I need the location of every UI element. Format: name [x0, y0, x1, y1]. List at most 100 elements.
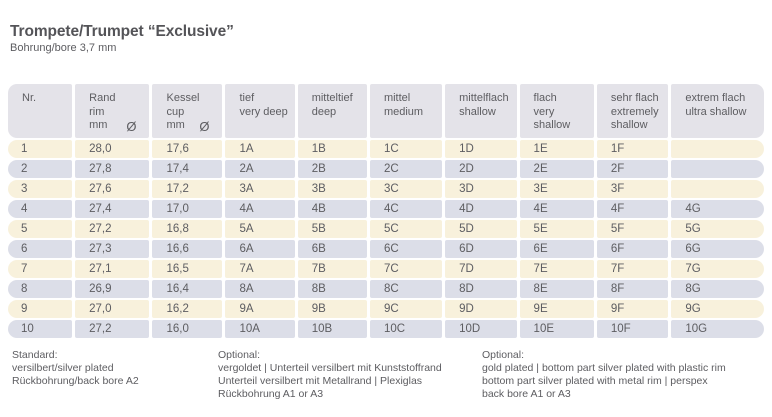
footnote-title: Standard: — [12, 349, 58, 361]
column-header-tief: tief very deep — [225, 84, 295, 138]
table-cell-rand: 27,2 — [75, 320, 150, 338]
table-cell-nr: 5 — [8, 220, 73, 238]
table-cell-mittel: 10C — [369, 320, 443, 338]
column-header-sehr-flach: sehr flach extremely shallow — [596, 84, 669, 138]
table-cell-mittel: 3C — [369, 180, 443, 198]
table-cell-kessel: 16,8 — [152, 220, 223, 238]
table-row: 1 28,0 17,6 1A 1B 1C 1D 1E 1F — [8, 140, 764, 158]
footnote-line: vergoldet | Unterteil versilbert mit Kun… — [218, 362, 442, 374]
table-cell-tief: 10A — [225, 320, 295, 338]
table-cell-mittelflach: 3D — [445, 180, 517, 198]
page-title: Trompete/Trumpet “Exclusive” — [10, 23, 234, 40]
column-header-mitteltief: mitteltief deep — [297, 84, 367, 138]
unit-label: mm — [89, 119, 108, 131]
table-row: 10 27,2 16,0 10A 10B 10C 10D 10E 10F 10G — [8, 320, 764, 338]
table-cell-mitteltief: 4B — [297, 200, 367, 218]
table-cell-rand: 28,0 — [75, 140, 150, 158]
column-header-kessel: Kessel cup mm Ø — [152, 84, 223, 138]
footnote-line: Unterteil versilbert mit Metallrand | Pl… — [218, 375, 423, 387]
table-cell-tief: 2A — [225, 160, 295, 178]
column-header-rand: Rand rim mm Ø — [75, 84, 150, 138]
column-header-line: tief — [239, 92, 255, 104]
table-cell-mittelflach: 8D — [445, 280, 517, 298]
table-cell-kessel: 16,4 — [152, 280, 223, 298]
column-header-line: mitteltief — [311, 92, 353, 104]
table-cell-mittel: 4C — [369, 200, 443, 218]
column-header-line: sehr flach — [610, 92, 659, 104]
footnote-optional-german: Optional: vergoldet | Unterteil versilbe… — [218, 349, 442, 401]
spec-table-body: 1 28,0 17,6 1A 1B 1C 1D 1E 1F 2 27,8 17,4 2A 2B 2C 2D 2E… — [8, 140, 764, 338]
table-cell-extrem-flach — [671, 180, 764, 198]
table-row: 2 27,8 17,4 2A 2B 2C 2D 2E 2F — [8, 160, 764, 178]
table-cell-kessel: 17,2 — [152, 180, 223, 198]
table-cell-rand: 27,3 — [75, 240, 150, 258]
table-cell-rand: 27,8 — [75, 160, 150, 178]
table-cell-sehr-flach: 2F — [596, 160, 669, 178]
column-header-extrem-flach: extrem flach ultra shallow — [671, 84, 764, 138]
table-cell-sehr-flach: 9F — [596, 300, 669, 318]
table-cell-extrem-flach: 7G — [671, 260, 764, 278]
table-row: 6 27,3 16,6 6A 6B 6C 6D 6E 6F 6G — [8, 240, 764, 258]
table-cell-sehr-flach: 5F — [596, 220, 669, 238]
table-cell-flach: 2E — [519, 160, 594, 178]
table-cell-extrem-flach: 4G — [671, 200, 764, 218]
table-row: 4 27,4 17,0 4A 4B 4C 4D 4E 4F 4G — [8, 200, 764, 218]
table-cell-mitteltief: 6B — [297, 240, 367, 258]
diameter-icon: Ø — [199, 118, 210, 134]
table-cell-rand: 26,9 — [75, 280, 150, 298]
table-cell-extrem-flach: 10G — [671, 320, 764, 338]
footnote-line: back bore A1 or A3 — [482, 388, 571, 400]
column-header-line: extremely — [610, 105, 659, 118]
table-cell-mittel: 2C — [369, 160, 443, 178]
table-cell-sehr-flach: 6F — [596, 240, 669, 258]
column-header-line: shallow — [459, 105, 496, 118]
column-header-line: very deep — [239, 105, 288, 118]
table-cell-tief: 4A — [225, 200, 295, 218]
column-header-line: rim — [89, 105, 105, 118]
column-header-line: shallow — [610, 119, 648, 131]
table-cell-kessel: 16,6 — [152, 240, 223, 258]
column-header-line: ultra shallow — [685, 105, 747, 118]
table-cell-sehr-flach: 7F — [596, 260, 669, 278]
footnote-title: Optional: — [482, 349, 525, 361]
table-cell-extrem-flach: 8G — [671, 280, 764, 298]
table-cell-flach: 5E — [519, 220, 594, 238]
table-cell-mitteltief: 7B — [297, 260, 367, 278]
table-cell-tief: 9A — [225, 300, 295, 318]
column-header-line: cup — [166, 105, 185, 118]
column-header-mittel: mittel medium — [369, 84, 443, 138]
table-cell-mittel: 5C — [369, 220, 443, 238]
column-header-line: mm Ø — [89, 119, 145, 133]
table-cell-mittelflach: 10D — [445, 320, 517, 338]
table-cell-rand: 27,2 — [75, 220, 150, 238]
column-header-line: extrem flach — [685, 92, 746, 104]
column-header-line: flach — [533, 92, 557, 104]
table-row: 8 26,9 16,4 8A 8B 8C 8D 8E 8F 8G — [8, 280, 764, 298]
column-header-line: very shallow — [533, 105, 571, 132]
table-cell-mitteltief: 1B — [297, 140, 367, 158]
table-cell-kessel: 17,0 — [152, 200, 223, 218]
table-row: 5 27,2 16,8 5A 5B 5C 5D 5E 5F 5G — [8, 220, 764, 238]
column-header-line: deep — [311, 105, 337, 118]
table-cell-mitteltief: 8B — [297, 280, 367, 298]
table-cell-nr: 10 — [8, 320, 73, 338]
table-cell-mittelflach: 7D — [445, 260, 517, 278]
column-header-line: mm Ø — [166, 119, 218, 133]
footnote-line: Rückbohrung A1 or A3 — [218, 388, 324, 400]
table-cell-extrem-flach: 9G — [671, 300, 764, 318]
column-header-line: mittel — [383, 92, 411, 104]
table-cell-tief: 7A — [225, 260, 295, 278]
table-cell-rand: 27,0 — [75, 300, 150, 318]
table-cell-kessel: 16,0 — [152, 320, 223, 338]
table-cell-nr: 2 — [8, 160, 73, 178]
column-header-line: mittelflach — [459, 92, 509, 104]
table-cell-tief: 6A — [225, 240, 295, 258]
table-cell-rand: 27,4 — [75, 200, 150, 218]
page-subtitle: Bohrung/bore 3,7 mm — [10, 42, 117, 54]
table-cell-mittelflach: 5D — [445, 220, 517, 238]
table-cell-mitteltief: 9B — [297, 300, 367, 318]
table-cell-mittel: 7C — [369, 260, 443, 278]
table-cell-kessel: 17,4 — [152, 160, 223, 178]
